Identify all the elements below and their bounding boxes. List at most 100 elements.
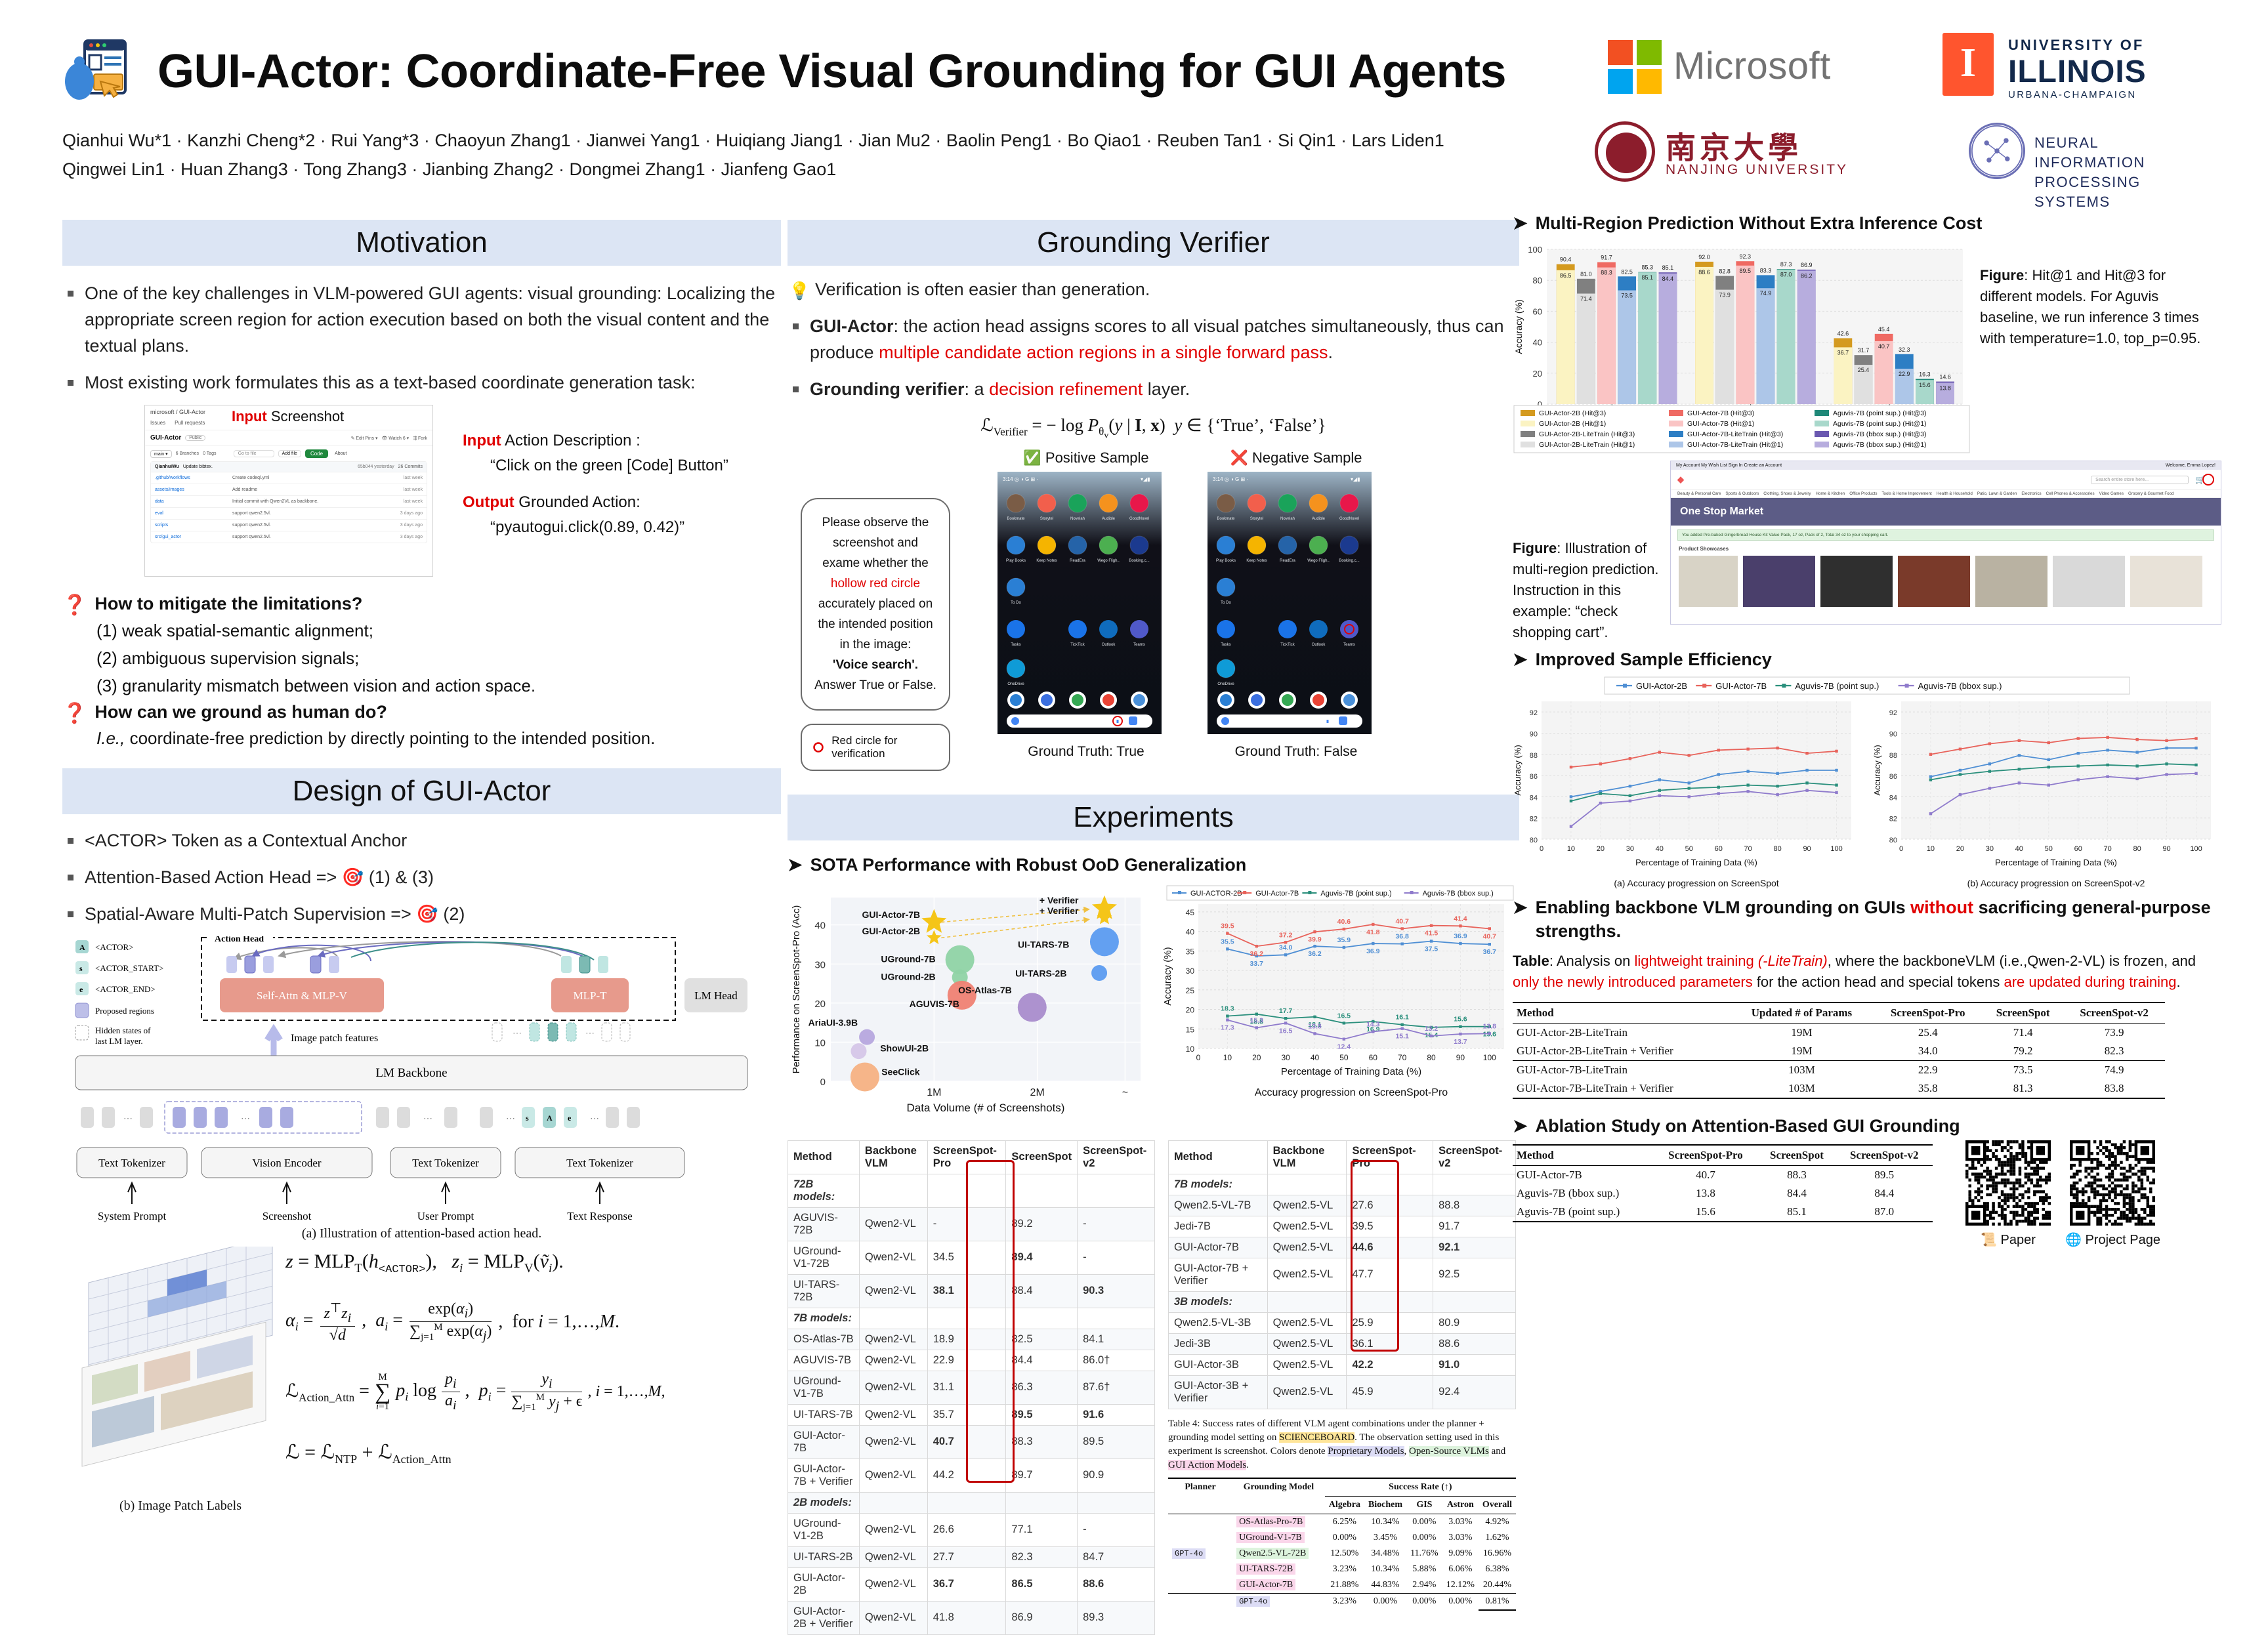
gh-tab-issues[interactable]: Issues [150, 420, 166, 426]
github-screenshot-mock: microsoft / GUI-Actor Issues Pull reques… [144, 405, 433, 577]
table-cell: 15.6 [1653, 1203, 1758, 1222]
table-qwen25: Method Backbone VLM ScreenSpot-Pro ScreenSp… [1168, 1140, 1516, 1409]
svg-text:GUI-Actor-7B: GUI-Actor-7B [862, 909, 921, 920]
svg-text:e: e [568, 1113, 572, 1123]
table4-planner-cell [1168, 1513, 1233, 1530]
prompt-line: Answer True or False. [814, 678, 936, 693]
shop-topbar-right: Welcome, Emma Lopez! [2165, 463, 2216, 468]
shop-nav-item[interactable]: Electronics [2021, 491, 2042, 496]
gh-add-file-button[interactable]: Add file [278, 450, 301, 457]
table-cell: Qwen2.5-VL [1267, 1236, 1347, 1258]
gh-search-input[interactable]: Go to file [233, 450, 274, 457]
table-row: AGUVIS-72B Qwen2-VL -89.2- [788, 1207, 1155, 1241]
table-cell: 84.1 [1077, 1328, 1155, 1350]
table-header-cell: ScreenSpot-Pro [1653, 1145, 1758, 1166]
svg-text:18.1: 18.1 [1308, 1021, 1322, 1029]
table-cell: 89.4 [1005, 1240, 1078, 1275]
table-cell: 91.0 [1433, 1354, 1516, 1376]
table4-planner-cell [1168, 1577, 1232, 1594]
svg-text:90: 90 [2162, 845, 2170, 853]
qr-code-paper[interactable] [1965, 1140, 2051, 1226]
table-cell: GUI-Actor-7B [1168, 1236, 1268, 1258]
shop-nav-item[interactable]: Clothing, Shoes & Jewelry [1763, 491, 1811, 496]
svg-text:Tasks: Tasks [1011, 643, 1020, 647]
shop-nav-item[interactable]: Video Games [2099, 491, 2124, 496]
positive-sample: ✅ Positive Sample 3:14 ◎ ◑ G ⊞ · ▾◢▮ Bookm… [998, 449, 1175, 760]
shop-search-input[interactable]: Search entire store here... [2091, 475, 2189, 484]
table-row: Aguvis-7B (bbox sup.) 13.8 84.4 84.4 [1513, 1184, 1933, 1203]
svg-text:35: 35 [1186, 947, 1195, 956]
svg-text:Vision Encoder: Vision Encoder [252, 1157, 322, 1169]
table-cell: GUI-Actor-2B + Verifier [788, 1600, 860, 1635]
gh-tags: 0 Tags [203, 451, 217, 456]
shop-nav-item[interactable]: Office Products [1849, 491, 1878, 496]
gh-code-button[interactable]: Code [304, 449, 329, 458]
table4-caption-mid: . The observation setting used in this e… [1168, 1432, 1500, 1457]
qr-code-project[interactable] [2070, 1140, 2156, 1226]
column-middle: Grounding Verifier 💡 Verification is oft… [788, 220, 1519, 1635]
table-row: GUI-Actor-7B-LiteTrain 103M 22.9 73.5 74.9 [1513, 1060, 2165, 1079]
table4-value-cell: 10.34% [1371, 1563, 1400, 1574]
target-icon-1: 🎯 [341, 867, 364, 887]
table-row: GPT-4o 3.23% 0.00% 0.00% 0.00% 0.81% [1168, 1592, 1516, 1611]
table-cell: Qwen2.5-VL [1267, 1375, 1347, 1409]
shop-nav-item[interactable]: Cell Phones & Accessories [2046, 491, 2095, 496]
svg-text:80: 80 [1889, 837, 1897, 844]
svg-text:GUI-Actor-2B: GUI-Actor-2B [862, 926, 921, 936]
shop-nav-item[interactable]: Beauty & Personal Care [1677, 491, 1721, 496]
table-cell: - [1077, 1207, 1155, 1241]
equation-3: ℒAction_Attn = M ∑ i=1 pi log pi ai , pi… [285, 1370, 665, 1413]
author-list: Qianhui Wu*1 · Kanzhi Cheng*2 · Rui Yang… [62, 126, 1506, 184]
shop-nav-item[interactable]: Health & Household [1936, 491, 1973, 496]
gh-file-row[interactable]: eval support qwen2.5vl. 3 days ago [151, 507, 427, 519]
shop-nav-item[interactable]: Home & Kitchen [1815, 491, 1845, 496]
svg-text:User Prompt: User Prompt [417, 1210, 474, 1222]
table-cell: Qwen2-VL [858, 1600, 928, 1635]
gh-tab-pulls[interactable]: Pull requests [175, 420, 205, 426]
table-cell [927, 1173, 1007, 1208]
svg-text:83.3: 83.3 [1760, 267, 1772, 274]
bar-chart-hit-at-k: 0 20 40 60 80 100 Accuracy (%) 90.4 86.5 81.0 71.4… [1513, 245, 1970, 453]
svg-text:82: 82 [1889, 816, 1897, 823]
arrow-right-icon-5: ➤ [1513, 1116, 1528, 1136]
gh-file-row[interactable]: src/gui_actor support qwen2.5vl. 3 days ag… [151, 531, 427, 543]
table4-value-cell: 3.23% [1332, 1563, 1356, 1574]
svg-text:OneDrive: OneDrive [1217, 682, 1234, 686]
svg-text:GUI-Actor-7B: GUI-Actor-7B [1715, 681, 1767, 691]
table-cell: 88.8 [1433, 1194, 1516, 1216]
gh-file-row[interactable]: scripts support qwen2.5vl. 3 days ago [151, 519, 427, 531]
table-row: GUI-Actor-3B + Verifier Qwen2.5-VL 45.9 92.… [1168, 1375, 1516, 1409]
shop-nav-item[interactable]: Grocery & Gourmet Food [2128, 491, 2174, 496]
figure-1-caption: Figure: Hit@1 and Hit@3 for different mo… [1980, 265, 2210, 349]
lt-cap-red-3: are updated during training [2004, 974, 2177, 990]
verifier-b2-tail: layer. [1143, 379, 1190, 399]
verifier-legend-label: Red circle for verification [831, 734, 898, 760]
svg-text:0: 0 [1196, 1053, 1201, 1062]
table-cell: 88.6 [1077, 1567, 1155, 1602]
table-header-cell: Method [1513, 1145, 1654, 1166]
table-cell: 40.7 [927, 1424, 1007, 1459]
svg-text:15.6: 15.6 [1454, 1015, 1467, 1023]
table-cell: 103M [1730, 1060, 1874, 1079]
negative-ground-truth: Ground Truth: False [1234, 743, 1358, 759]
table-cell: Qwen2.5-VL [1267, 1312, 1347, 1334]
table4-caption-highlight: SCIENCEBOARD [1279, 1432, 1355, 1443]
table-cell: 90.3 [1077, 1273, 1155, 1308]
table-header-cell: Backbone VLM [858, 1140, 928, 1174]
gh-file-row[interactable]: assets/images Add readme last week [151, 484, 427, 495]
shop-nav-item[interactable]: Tools & Home Improvement [1881, 491, 1932, 496]
microsoft-grid-icon [1608, 40, 1662, 94]
ablation-block: Method ScreenSpot-Pro ScreenSpot ScreenSpot… [1513, 1140, 2221, 1247]
table-cell: GUI-Actor-7B [1517, 1169, 1582, 1181]
gh-file-row[interactable]: .github/workflows Create codeql.yml last w… [151, 472, 427, 484]
table-cell: AGUVIS-72B [788, 1207, 860, 1241]
figure-1-caption-bold: Figure [1980, 267, 2025, 283]
table-row: GUI-Actor-7B Qwen2-VL 40.7 88.3 89.5 [788, 1424, 1155, 1459]
table-cell: 89.5 [1874, 1169, 1895, 1181]
shop-nav-item[interactable]: Patio, Lawn & Garden [1977, 491, 2017, 496]
gh-file-row[interactable]: data Initial commit with Qwen2VL as backb… [151, 495, 427, 507]
table-cell: Qwen2-VL [858, 1458, 928, 1493]
table-cell: 89.3 [1077, 1600, 1155, 1635]
shop-nav-item[interactable]: Sports & Outdoors [1725, 491, 1759, 496]
right-heading-1: ➤ Multi-Region Prediction Without Extra … [1513, 213, 2221, 234]
